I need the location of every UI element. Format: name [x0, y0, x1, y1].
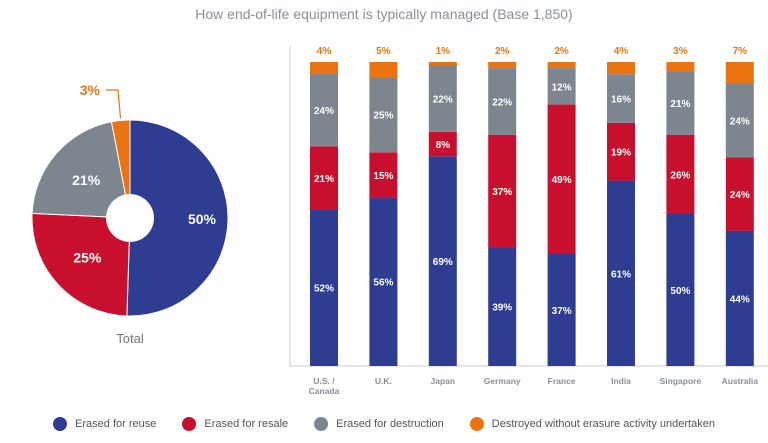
legend-label: Erased for destruction — [336, 418, 444, 430]
pie-label: 3% — [80, 82, 101, 98]
bar-segment — [666, 71, 695, 135]
bar-segment — [488, 134, 517, 248]
bar-value-label: 56% — [373, 278, 393, 289]
legend-swatch — [182, 417, 197, 431]
bar-segment — [310, 74, 338, 147]
bar-segment — [725, 230, 754, 366]
bar-value-label: 39% — [492, 303, 512, 314]
pie-label: 25% — [73, 249, 102, 265]
bar-value-label: 52% — [314, 284, 334, 295]
bar-value-label: 4% — [317, 46, 332, 57]
bar-segment — [607, 62, 635, 75]
pie-label: 21% — [72, 172, 101, 188]
bar-value-label: 2% — [554, 46, 569, 57]
bar-segment — [725, 157, 754, 231]
chart-title: How end-of-life equipment is typically m… — [195, 6, 573, 22]
bar-segment — [547, 104, 576, 254]
legend-label: Erased for reuse — [75, 418, 157, 430]
legend-swatch — [469, 417, 484, 431]
bar-value-label: 22% — [433, 94, 453, 105]
bar-segment — [310, 209, 338, 366]
bar-value-label: 15% — [373, 171, 393, 182]
bar-value-label: 2% — [495, 46, 510, 57]
x-tick-label: U.K. — [375, 376, 392, 386]
bar-value-label: 44% — [730, 294, 750, 305]
bar-segment — [488, 247, 517, 366]
bar-segment — [607, 122, 635, 181]
pie-label: 50% — [188, 211, 217, 227]
pie-slice — [31, 121, 131, 219]
bar-value-label: 49% — [552, 175, 572, 186]
x-tick-label: Australia — [722, 376, 759, 386]
bar-value-label: 16% — [611, 94, 631, 105]
bar-value-label: 24% — [314, 106, 334, 117]
pie-slice — [110, 119, 131, 219]
bar-value-label: 3% — [673, 46, 688, 57]
bar-segment — [488, 62, 517, 69]
bar-value-label: 5% — [376, 46, 391, 57]
legend-item: Erased for destruction — [314, 417, 444, 431]
bar-segment — [428, 156, 457, 366]
x-tick-label: France — [548, 376, 576, 386]
bar-segment — [547, 62, 576, 69]
bar-value-label: 12% — [552, 82, 572, 93]
bar-value-label: 37% — [492, 187, 512, 198]
bar-value-label: 7% — [733, 46, 748, 57]
legend-item: Erased for resale — [182, 417, 288, 431]
bar-value-label: 50% — [670, 286, 690, 297]
bar-segment — [666, 62, 695, 72]
bar-segment — [369, 197, 398, 366]
bar-value-label: 22% — [492, 98, 512, 109]
bar-segment — [547, 253, 576, 366]
bar-value-label: 21% — [670, 99, 690, 110]
bar-value-label: 24% — [730, 190, 750, 201]
pie-leader-line — [106, 89, 122, 119]
x-tick-label: Singapore — [660, 376, 702, 386]
bar-value-label: 69% — [433, 257, 453, 268]
bar-segment — [428, 65, 457, 132]
legend-item: Erased for reuse — [53, 417, 156, 431]
bar-segment — [725, 62, 754, 84]
bar-value-label: 4% — [614, 46, 629, 57]
bar-segment — [607, 74, 635, 123]
bar-value-label: 26% — [670, 170, 690, 181]
bar-value-label: 61% — [611, 269, 631, 280]
legend-label: Erased for resale — [204, 418, 289, 430]
bar-segment — [310, 62, 338, 75]
bar-value-label: 19% — [611, 148, 631, 159]
bar-segment — [547, 68, 576, 105]
x-tick-label: U.S. / Canada — [309, 376, 340, 396]
bar-segment — [607, 180, 635, 366]
legend: Erased for reuse Erased for resale Erased … — [0, 417, 768, 431]
bar-value-label: 8% — [436, 140, 451, 151]
bar-value-label: 21% — [314, 174, 334, 185]
bar-segment — [369, 152, 398, 198]
bar-segment — [666, 214, 695, 366]
bar-value-label: 25% — [373, 111, 393, 122]
pie-caption: Total — [116, 331, 144, 346]
bar-segment — [428, 62, 457, 66]
bar-segment — [488, 68, 517, 135]
legend-swatch — [53, 417, 68, 431]
legend-label: Destroyed without erasure activity under… — [491, 418, 715, 430]
bar-segment — [310, 146, 338, 210]
legend-swatch — [314, 417, 329, 431]
bar-segment — [428, 131, 457, 157]
pie-slice — [126, 119, 229, 317]
donut-hole — [106, 194, 154, 242]
bar-segment — [369, 62, 398, 78]
legend-item: Destroyed without erasure activity under… — [469, 417, 715, 431]
bar-segment — [369, 77, 398, 153]
pie-slice — [31, 212, 131, 317]
bar-value-label: 1% — [436, 46, 451, 57]
bar-value-label: 24% — [730, 116, 750, 127]
bar-value-label: 37% — [552, 306, 572, 317]
x-tick-label: India — [611, 376, 631, 386]
bar-segment — [666, 134, 695, 214]
x-tick-label: Japan — [431, 376, 456, 386]
x-tick-label: Germany — [484, 376, 521, 386]
bar-segment — [725, 83, 754, 158]
